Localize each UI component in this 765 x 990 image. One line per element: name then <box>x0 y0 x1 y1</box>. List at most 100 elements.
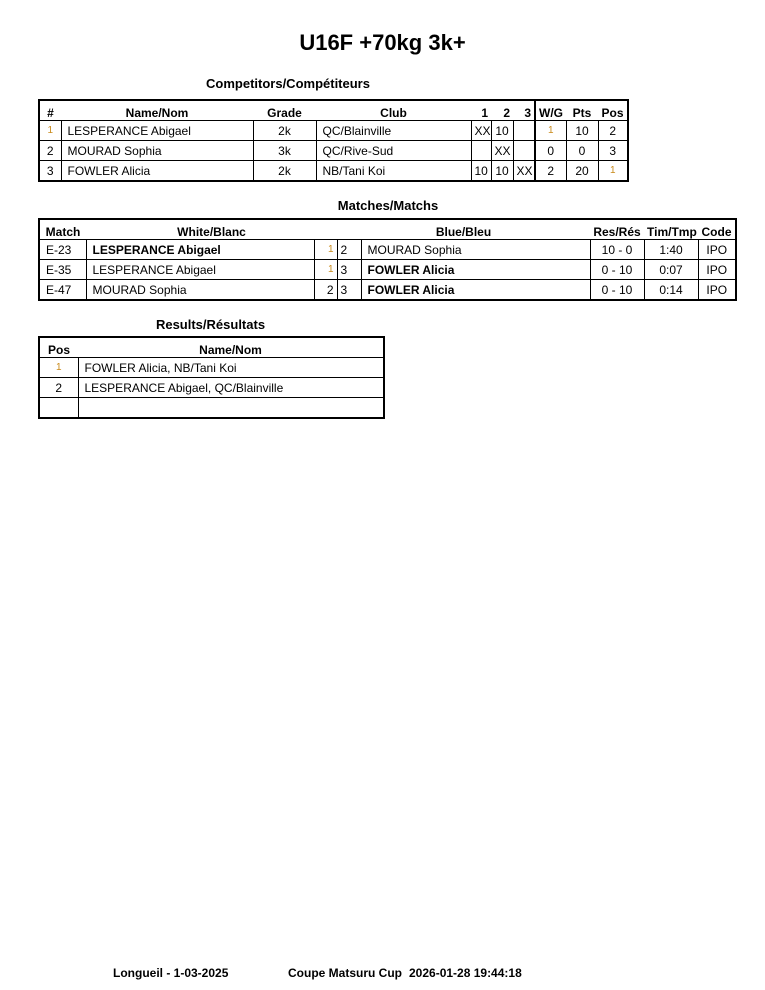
table-cell <box>470 140 492 161</box>
table-header: Pos Name/Nom <box>39 337 384 358</box>
table-cell: 2 <box>534 160 567 182</box>
table-row: 2 MOURAD Sophia 3k QC/Rive-Sud XX 0 0 3 <box>38 140 629 161</box>
table-cell: XX <box>470 120 492 141</box>
table-cell: 1 <box>313 239 338 260</box>
table-row: 3 FOWLER Alicia 2k NB/Tani Koi 10 10 XX 2 20 1 <box>38 160 629 182</box>
table-cell <box>512 140 536 161</box>
table-cell: 2 <box>38 140 62 161</box>
table-cell: 0 <box>565 140 599 161</box>
table-cell: 3k <box>252 140 317 161</box>
table-cell: NB/Tani Koi <box>315 160 472 182</box>
table-cell: QC/Blainville <box>315 120 472 141</box>
table-cell: 10 <box>490 120 514 141</box>
column-header: # <box>47 106 54 120</box>
table-cell: FOWLER Alicia, NB/Tani Koi <box>77 357 385 378</box>
footer-location: Longueil - 1-03-2025 <box>113 966 229 980</box>
table-row: 1 LESPERANCE Abigael 2k QC/Blainville XX 10 1 1… <box>38 120 629 141</box>
table-cell: 2 <box>336 239 362 260</box>
table-row: 2 LESPERANCE Abigael, QC/Blainville <box>38 377 385 398</box>
table-cell: XX <box>512 160 536 182</box>
column-header: Club <box>380 106 407 120</box>
table-cell: 1:40 <box>643 239 699 260</box>
table-cell: E-23 <box>38 239 87 260</box>
table-cell: LESPERANCE Abigael <box>60 120 254 141</box>
table-cell <box>77 397 385 419</box>
competitors-heading: Competitors/Compétiteurs <box>206 76 370 91</box>
column-header: 2 <box>503 106 510 120</box>
column-header: Pos <box>47 343 70 357</box>
column-header: Code <box>701 225 732 239</box>
table-cell: MOURAD Sophia <box>85 279 315 301</box>
table-cell: 2k <box>252 160 317 182</box>
table-row <box>38 397 385 419</box>
table-cell <box>38 397 79 419</box>
table-cell: IPO <box>697 279 737 301</box>
table-cell: IPO <box>697 239 737 260</box>
table-row: E-35 LESPERANCE Abigael 1 3 FOWLER Alicia 0 -… <box>38 259 737 280</box>
table-cell: 1 <box>38 357 79 378</box>
table-header: # Name/Nom Grade Club 1 2 3 W/G Pts Pos <box>39 100 628 121</box>
table-cell: 20 <box>565 160 599 182</box>
table-cell: XX <box>490 140 514 161</box>
table-row: E-23 LESPERANCE Abigael 1 2 MOURAD Sophia 10 … <box>38 239 737 260</box>
table-cell: FOWLER Alicia <box>360 259 591 280</box>
table-cell: 1 <box>534 120 567 141</box>
footer-printed: 2026-01-28 19:44:18 <box>409 966 522 980</box>
table-cell: IPO <box>697 259 737 280</box>
table-row: E-47 MOURAD Sophia 2 3 FOWLER Alicia 0 - 10 0:… <box>38 279 737 301</box>
column-header: Match <box>45 225 81 239</box>
page-title: U16F +70kg 3k+ <box>299 30 466 55</box>
table-cell: 2 <box>38 377 79 398</box>
results-heading: Results/Résultats <box>155 317 266 332</box>
table-cell: E-35 <box>38 259 87 280</box>
matches-heading: Matches/Matchs <box>337 198 439 213</box>
results-table: Pos Name/Nom 1 FOWLER Alicia, NB/Tani Koi 2… <box>38 336 385 419</box>
column-header: W/G <box>539 106 563 120</box>
table-cell: 0 <box>534 140 567 161</box>
table-cell: 0 - 10 <box>589 279 645 301</box>
column-header: Res/Rés <box>593 225 641 239</box>
table-cell: LESPERANCE Abigael, QC/Blainville <box>77 377 385 398</box>
table-cell: 1 <box>597 160 629 182</box>
table-cell: FOWLER Alicia <box>360 279 591 301</box>
table-cell: E-47 <box>38 279 87 301</box>
column-header: Tim/Tmp <box>647 225 697 239</box>
table-cell: 10 <box>490 160 514 182</box>
table-cell: MOURAD Sophia <box>360 239 591 260</box>
table-cell: 0 - 10 <box>589 259 645 280</box>
table-cell: 3 <box>336 279 362 301</box>
table-cell: 10 <box>470 160 492 182</box>
column-header: Blue/Bleu <box>435 225 492 239</box>
table-cell: FOWLER Alicia <box>60 160 254 182</box>
column-header: Name/Nom <box>199 343 262 357</box>
table-cell: 2 <box>313 279 338 301</box>
table-cell <box>512 120 536 141</box>
table-cell: QC/Rive-Sud <box>315 140 472 161</box>
column-header: Name/Nom <box>125 106 189 120</box>
table-cell: 3 <box>336 259 362 280</box>
table-cell: 3 <box>597 140 629 161</box>
column-header: Pts <box>572 106 592 120</box>
table-cell: 10 - 0 <box>589 239 645 260</box>
table-cell: 3 <box>38 160 62 182</box>
table-cell: 1 <box>313 259 338 280</box>
table-cell: 1 <box>38 120 62 141</box>
table-cell: MOURAD Sophia <box>60 140 254 161</box>
table-cell: 10 <box>565 120 599 141</box>
table-row: 1 FOWLER Alicia, NB/Tani Koi <box>38 357 385 378</box>
column-header: 3 <box>513 100 536 121</box>
table-cell: 2 <box>597 120 629 141</box>
table-cell: LESPERANCE Abigael <box>85 239 315 260</box>
matches-table: Match White/Blanc Blue/Bleu Res/Rés Tim/Tmp C… <box>38 218 738 301</box>
column-header: Pos <box>601 106 624 120</box>
table-cell: 0:07 <box>643 259 699 280</box>
table-cell: 2k <box>252 120 317 141</box>
competitors-table: # Name/Nom Grade Club 1 2 3 W/G Pts Pos 1 LESPERAN… <box>38 99 629 182</box>
footer-event: Coupe Matsuru Cup <box>288 966 402 980</box>
table-header: Match White/Blanc Blue/Bleu Res/Rés Tim/Tmp C… <box>39 219 736 240</box>
column-header: 1 <box>481 106 488 120</box>
column-header: Grade <box>267 106 302 120</box>
table-cell: LESPERANCE Abigael <box>85 259 315 280</box>
table-cell: 0:14 <box>643 279 699 301</box>
column-header: White/Blanc <box>177 225 246 239</box>
